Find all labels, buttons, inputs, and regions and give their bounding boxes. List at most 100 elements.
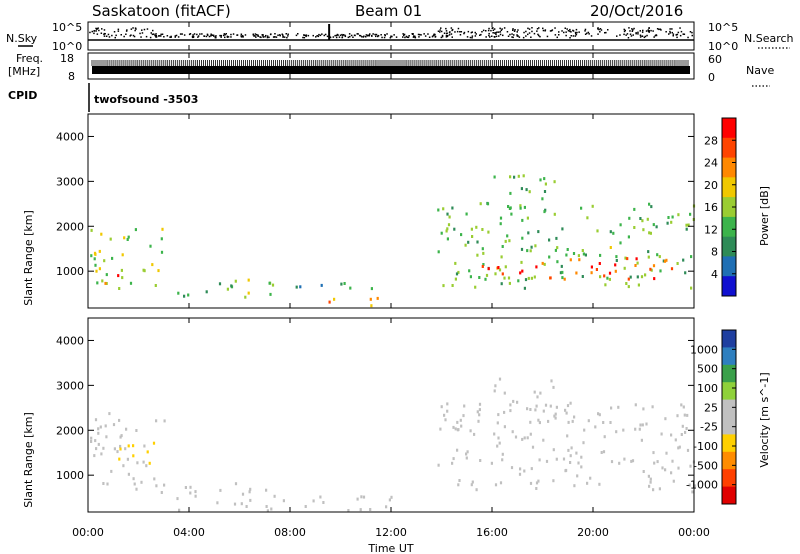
noise-dot [117,30,120,32]
noise-dot [188,33,191,36]
heatmap-cell [457,428,460,432]
noise-dot [179,33,182,35]
heatmap-cell [457,270,460,274]
heatmap-cell [127,444,130,448]
noise-dot [641,31,644,33]
noise-dot [668,33,670,35]
noise-dot [404,36,406,39]
noise-dot [114,36,116,39]
heatmap-cell [132,477,135,481]
heatmap-cell [479,459,482,462]
noise-dot [517,35,519,37]
colorbar-segment [722,417,736,435]
heatmap-cell [478,408,481,412]
noise-dot [626,33,629,35]
heatmap-cell [586,481,589,485]
heatmap-cell [452,425,455,429]
power-axes: 1000 2000 3000 4000 [56,130,694,278]
heatmap-cell [97,442,100,446]
noise-dot [203,35,206,37]
heatmap-cell [127,472,130,476]
noise-dot [326,35,329,38]
noise-dot [96,28,99,30]
noise-dot [645,30,648,32]
colorbar-segment [722,451,736,470]
heatmap-cell [652,264,656,268]
noise-dot [125,30,128,32]
noise-dot [215,35,217,37]
heatmap-cell [677,446,680,450]
heatmap-cell [554,416,557,420]
heatmap-cell [660,432,663,436]
heatmap-cell [249,498,252,502]
heatmap-cell [160,237,163,241]
heatmap-cell [670,471,673,475]
heatmap-cell [509,175,512,179]
heatmap-cell [549,404,552,408]
noise-dot [257,35,259,37]
heatmap-cell [618,461,621,465]
heatmap-cell [552,479,555,483]
heatmap-cell [538,421,541,425]
heatmap-cell [101,279,104,283]
heatmap-cell [493,432,496,436]
noise-dot [262,36,265,38]
freq-tick-top: 18 [60,52,74,65]
noise-dot [495,31,497,34]
noise-dot [488,27,490,30]
heatmap-cell [664,417,667,421]
heatmap-cell [234,482,238,486]
noise-dot [338,36,341,38]
heatmap-cell [105,435,108,439]
noise-dot [633,27,635,30]
heatmap-cell [509,206,512,210]
noise-tick-right-top: 10^5 [708,21,738,34]
heatmap-cell [689,212,692,216]
noise-dot [169,36,171,38]
heatmap-cell [524,278,528,282]
heatmap-cell [390,495,393,499]
colorbar-tick-label: 28 [704,134,718,147]
heatmap-cell [475,488,478,492]
power-panel-frame [87,113,695,309]
heatmap-cell [544,182,547,186]
noise-dot [500,29,503,31]
noise-dot [516,31,518,33]
noise-dot [561,30,563,32]
heatmap-cell [241,492,245,496]
noise-dot [113,31,116,33]
heatmap-cell [360,495,363,499]
noise-dot [95,27,97,30]
heatmap-cell [369,297,372,301]
noise-tick-right-bottom: 10^0 [708,40,738,53]
noise-dot [418,33,421,36]
noise-dot [413,35,415,37]
heatmap-cell [178,508,181,512]
noise-dot [155,34,157,37]
heatmap-cell [526,249,529,253]
noise-dot [459,34,462,36]
noise-dot [356,33,358,35]
heatmap-cell [349,286,352,290]
noise-dot [647,29,649,31]
heatmap-cell [118,418,121,422]
heatmap-cell [683,413,686,417]
heatmap-cell [490,461,493,465]
heatmap-cell [155,484,158,488]
heatmap-cell [651,405,654,409]
heatmap-cell [102,446,105,450]
noise-dot [643,36,646,39]
noise-dot [463,31,466,34]
noise-dot [135,28,137,30]
noise-dot [377,35,379,38]
heatmap-cell [249,487,252,491]
noise-dot [479,34,481,36]
noise-dot [528,32,531,34]
heatmap-cell [682,405,685,409]
heatmap-cell [518,472,522,476]
noise-dot [108,36,111,38]
cpid-value: twofsound -3503 [94,93,198,106]
station-title: Saskatoon (fitACF) [92,2,231,20]
heatmap-cell [498,268,502,272]
noise-dot [450,33,453,35]
